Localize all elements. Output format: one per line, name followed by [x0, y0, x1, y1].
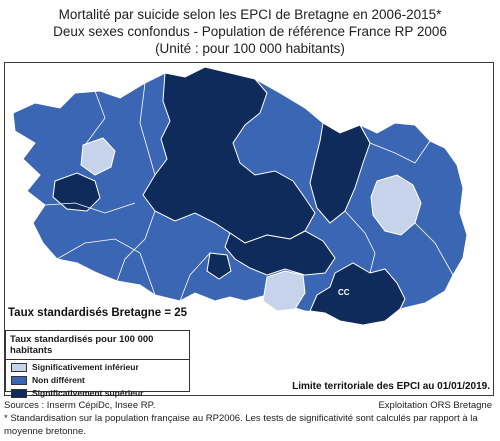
limit-note: Limite territoriale des EPCI au 01/01/20…	[292, 381, 490, 392]
legend-item-inferieur: Significativement inférieur	[6, 361, 189, 373]
legend-label-superieur: Significativement supérieur	[32, 388, 144, 398]
legend-item-superieur: Significativement supérieur	[6, 387, 189, 399]
epci-inferieur-brest	[80, 137, 116, 176]
epci-boundaries	[44, 82, 454, 302]
footnote-text: * Standardisation sur la population fran…	[4, 413, 478, 437]
legend-label-inferieur: Significativement inférieur	[32, 362, 139, 372]
sources-text: Sources : Inserm CépiDc, Insee RP.	[4, 400, 156, 411]
title-line-1: Mortalité par suicide selon les EPCI de …	[58, 7, 442, 22]
exploitation-text: Exploitation ORS Bretagne	[378, 400, 492, 411]
map-label-cc: CC	[338, 288, 350, 297]
epci-superieur-finistere	[52, 172, 101, 212]
legend-item-non-different: Non différent	[6, 374, 189, 386]
legend-swatch-non-different	[11, 375, 27, 385]
legend-label-non-different: Non différent	[32, 375, 85, 385]
title-line-2: Deux sexes confondus - Population de réf…	[53, 24, 447, 39]
legend-title: Taux standardisés pour 100 000 habitants	[6, 331, 189, 360]
region-rate: Taux standardisés Bretagne = 25	[8, 307, 188, 319]
epci-inferieur-rennes	[370, 174, 422, 236]
legend-swatch-superieur	[11, 388, 27, 398]
title-block: Mortalité par suicide selon les EPCI de …	[0, 6, 500, 57]
epci-superieur-southcentral	[224, 230, 336, 276]
epci-superieur-southeast	[309, 262, 406, 326]
epci-map	[12, 66, 468, 326]
epci-superieur-south-small	[206, 252, 232, 280]
legend: Taux standardisés pour 100 000 habitants…	[5, 330, 190, 398]
epci-inferieur-vannes	[262, 270, 306, 312]
title-line-3: (Unité : pour 100 000 habitants)	[155, 41, 345, 56]
legend-swatch-inferieur	[11, 362, 27, 372]
